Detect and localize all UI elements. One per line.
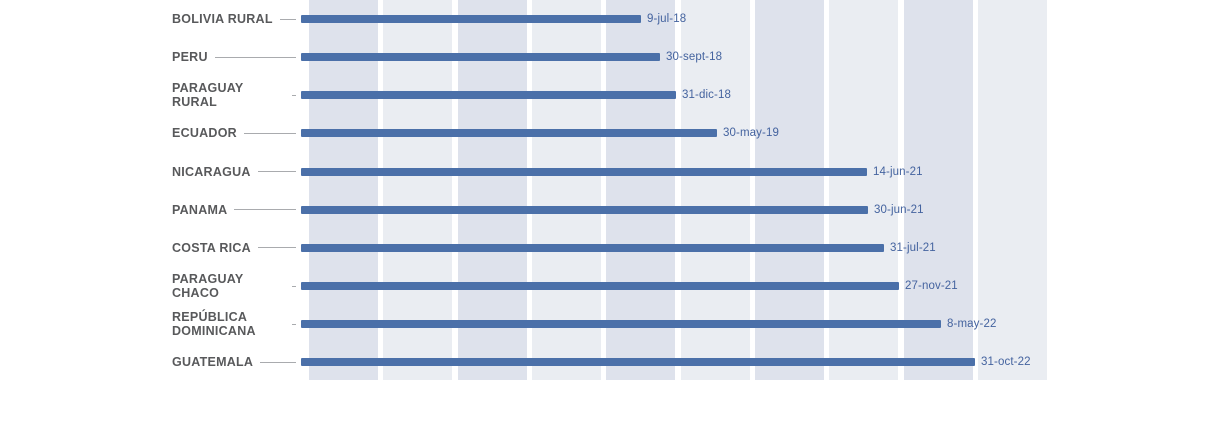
row-label: PANAMA [172, 202, 228, 217]
date-label: 27-nov-21 [905, 280, 958, 293]
year-band [755, 0, 825, 380]
timeline-bar [301, 243, 884, 252]
timeline-bar [301, 15, 641, 23]
date-label: 9-jul-18 [647, 13, 687, 25]
year-band [532, 0, 602, 380]
chart-row: PARAGUAY RURAL 31-dic-18 [0, 76, 1210, 114]
row-label: REPÚBLICA DOMINICANA [172, 310, 256, 339]
timeline-bar [301, 205, 868, 214]
leader-line [257, 247, 296, 249]
chart-row: ECUADOR 30-may-19 [0, 114, 1210, 152]
row-label-block: PANAMA [172, 191, 296, 229]
row-label: PERU [172, 50, 208, 65]
row-label: PARAGUAY CHACO [172, 272, 244, 301]
row-label: PARAGUAY RURAL [172, 81, 244, 110]
year-band [606, 0, 676, 380]
leader-line [292, 285, 296, 287]
row-label: GUATEMALA [172, 355, 254, 370]
year-band [383, 0, 453, 380]
chart-row: PARAGUAY CHACO 27-nov-21 [0, 267, 1210, 305]
date-label: 8-may-22 [947, 318, 997, 331]
year-band [680, 0, 750, 380]
row-label-block: PARAGUAY RURAL [172, 76, 296, 114]
chart-row: NICARAGUA 14-jun-21 [0, 153, 1210, 191]
leader-line [234, 209, 296, 211]
timeline-bar [301, 282, 899, 291]
date-label: 31-dic-18 [682, 89, 731, 102]
date-label: 30-jun-21 [874, 203, 924, 216]
row-label-block: GUATEMALA [172, 343, 296, 381]
date-label: 31-oct-22 [981, 356, 1031, 369]
chart-row: REPÚBLICA DOMINICANA 8-may-22 [0, 305, 1210, 343]
date-label: 31-jul-21 [890, 241, 936, 254]
row-label-block: PERU [172, 38, 296, 76]
row-label-block: BOLIVIA RURAL [172, 0, 296, 38]
row-label: BOLIVIA RURAL [172, 12, 273, 26]
leader-line [214, 56, 296, 58]
row-label-block: ECUADOR [172, 114, 296, 152]
chart-row: BOLIVIA RURAL 9-jul-18 [0, 0, 1210, 38]
timeline-bar [301, 358, 975, 367]
chart-row: GUATEMALA 31-oct-22 [0, 343, 1210, 381]
row-label: ECUADOR [172, 126, 237, 141]
row-label-block: COSTA RICA [172, 229, 296, 267]
row-label-block: REPÚBLICA DOMINICANA [172, 305, 296, 343]
date-label: 30-may-19 [723, 127, 780, 140]
year-band [829, 0, 899, 380]
date-label: 14-jun-21 [873, 165, 923, 178]
timeline-bar [301, 167, 867, 176]
chart-row: PERU 30-sept-18 [0, 38, 1210, 76]
year-band [978, 0, 1048, 380]
timeline-bar [301, 320, 941, 329]
leader-line [292, 94, 296, 96]
leader-line [257, 171, 296, 173]
leader-line [292, 323, 296, 325]
timeline-bar [301, 53, 660, 62]
row-label-block: PARAGUAY CHACO [172, 267, 296, 305]
year-band [309, 0, 378, 380]
row-label: NICARAGUA [172, 164, 251, 179]
row-label: COSTA RICA [172, 240, 251, 255]
year-band [903, 0, 973, 380]
leader-line [243, 132, 296, 134]
chart-row: COSTA RICA 31-jul-21 [0, 229, 1210, 267]
date-label: 30-sept-18 [666, 51, 723, 64]
timeline-bar [301, 129, 717, 138]
leader-line [279, 18, 296, 20]
timeline-bar [301, 91, 676, 100]
leader-line [260, 361, 296, 363]
chart-row: PANAMA 30-jun-21 [0, 191, 1210, 229]
row-label-block: NICARAGUA [172, 153, 296, 191]
year-band [457, 0, 527, 380]
